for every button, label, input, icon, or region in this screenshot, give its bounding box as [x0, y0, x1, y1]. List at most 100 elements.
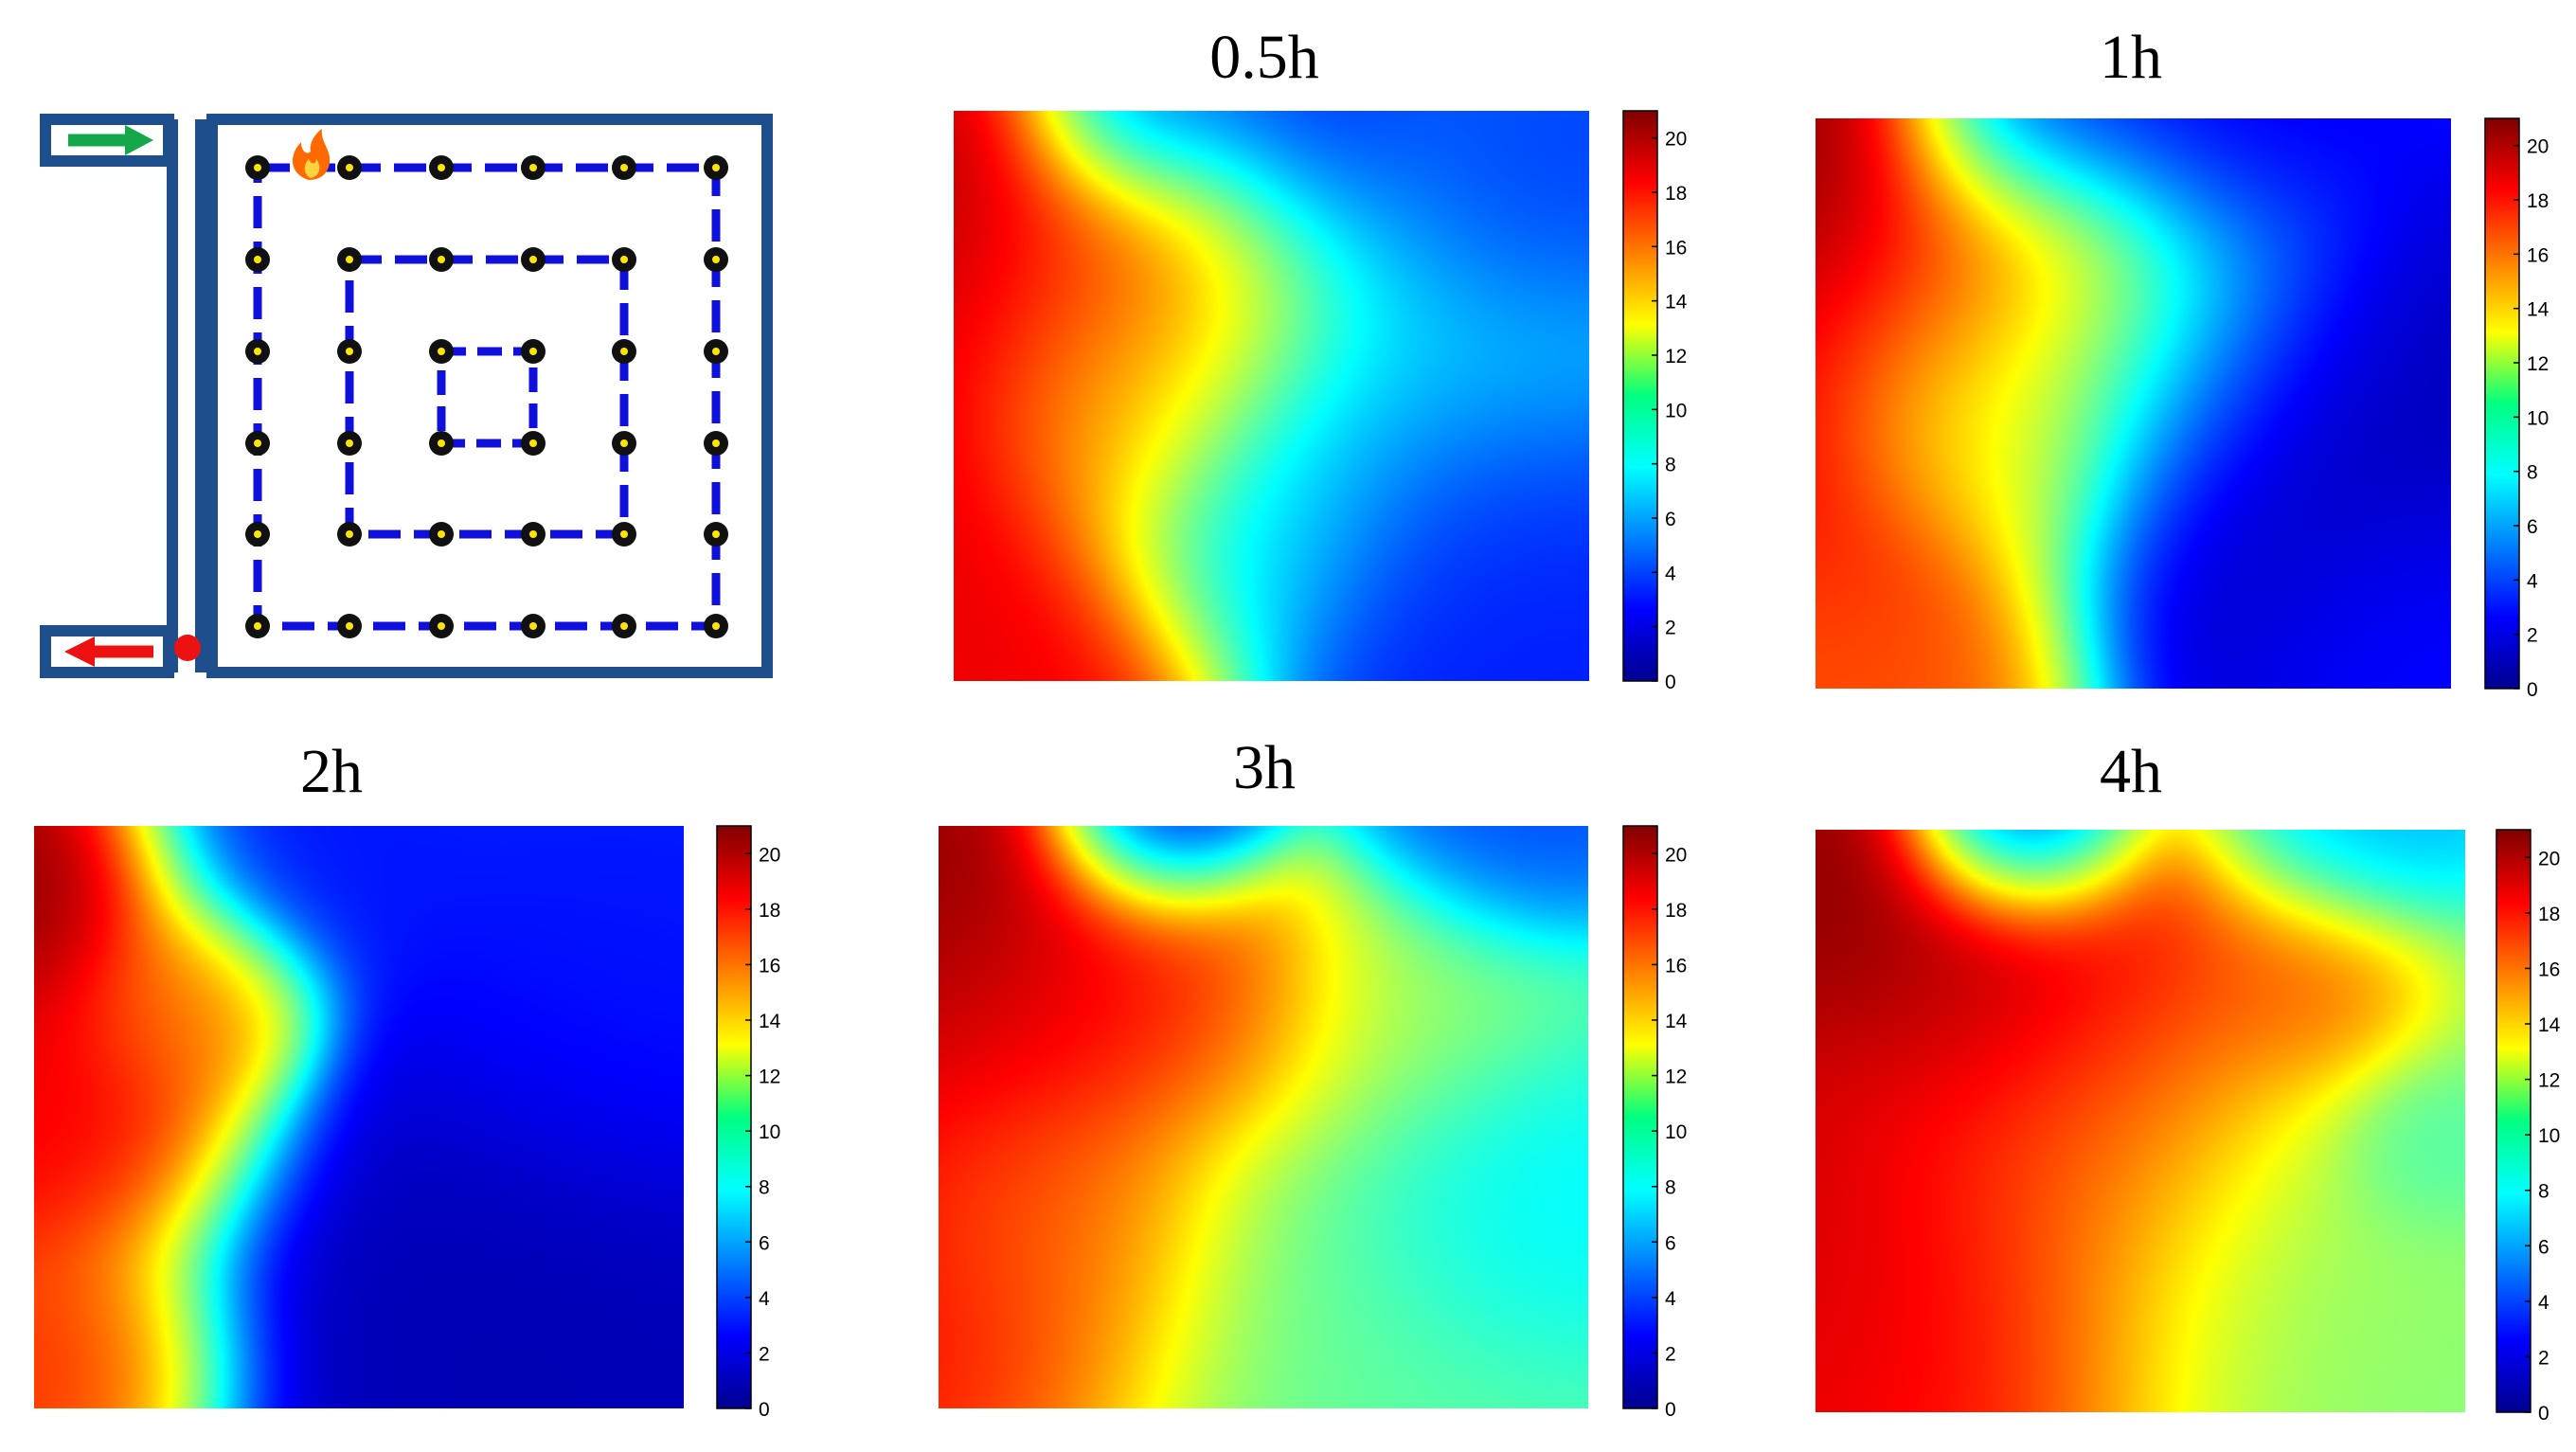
colorbar-tick-label: 4	[1665, 1288, 1676, 1310]
sensor-node	[704, 155, 728, 180]
colorbar-tick-label: 10	[759, 1121, 780, 1143]
colorbar-tick-label: 20	[2527, 136, 2549, 158]
sensor-node	[612, 339, 636, 364]
colorbar-gradient	[1622, 825, 1658, 1409]
temperature-field	[1816, 830, 2465, 1412]
colorbar-tick-label: 8	[759, 1177, 770, 1199]
temperature-field	[1816, 118, 2451, 689]
sensor-node	[337, 522, 362, 547]
sensor-node	[521, 614, 546, 638]
room-outline	[206, 114, 773, 678]
colorbar-tick-label: 8	[2538, 1181, 2549, 1203]
sensor-node	[429, 431, 454, 456]
pipe-layout-diagram	[40, 114, 773, 678]
sensor-node	[337, 339, 362, 364]
sensor-node	[245, 247, 270, 272]
colorbar-gradient	[716, 825, 752, 1409]
colorbar-tick-label: 12	[2538, 1070, 2560, 1092]
colorbar-tick-label: 0	[2538, 1403, 2549, 1425]
sensor-node	[612, 431, 636, 456]
panel-title: 4h	[2100, 737, 2162, 806]
temperature-field	[954, 111, 1589, 681]
outer-pipe-loop	[253, 163, 721, 631]
arrow-left-icon	[64, 636, 153, 667]
colorbar-tick-label: 20	[1665, 844, 1687, 866]
sensor-node	[245, 155, 270, 180]
colorbar-tick-label: 12	[759, 1067, 780, 1088]
colorbar-tick-label: 6	[2538, 1236, 2549, 1258]
inner-pipe-loop	[437, 347, 538, 448]
colorbar-tick-label: 10	[1665, 1121, 1687, 1143]
colorbar-tick-label: 2	[1665, 618, 1676, 639]
colorbar-tick-label: 18	[1665, 900, 1687, 922]
colorbar-tick-label: 8	[1665, 1177, 1676, 1199]
sensor-node	[337, 247, 362, 272]
flame-core	[304, 159, 320, 178]
sensor-node	[337, 431, 362, 456]
middle-pipe-loop	[345, 255, 629, 539]
colorbar-tick-label: 18	[1665, 183, 1687, 205]
colorbar-gradient	[1622, 110, 1658, 682]
colorbar-tick-label: 16	[1665, 955, 1687, 977]
sensor-node	[704, 431, 728, 456]
colorbar-tick-label: 2	[2538, 1347, 2549, 1369]
colorbar-tick-label: 2	[1665, 1343, 1676, 1365]
colorbar-tick-label: 0	[2527, 679, 2538, 701]
colorbar-tick-label: 14	[1665, 292, 1688, 314]
colorbar-tick-label: 8	[2527, 462, 2538, 484]
arrow-right-icon	[68, 125, 153, 155]
sensor-node-grid	[245, 155, 728, 638]
sensor-node	[245, 339, 270, 364]
sensor-node	[429, 339, 454, 364]
colorbar-tick-label: 14	[2527, 299, 2549, 321]
sensor-node	[429, 155, 454, 180]
colorbar-tick-label: 16	[1665, 237, 1687, 259]
sensor-node	[245, 522, 270, 547]
sensor-node	[521, 522, 546, 547]
colorbar-tick-label: 2	[2527, 625, 2538, 647]
temperature-field	[34, 826, 684, 1408]
colorbar-tick-label: 20	[2538, 848, 2560, 869]
colorbar-tick-label: 6	[2527, 516, 2538, 538]
colorbar-tick-label: 4	[2538, 1292, 2549, 1314]
colorbar-tick-label: 0	[759, 1399, 770, 1421]
colorbar-tick-label: 2	[759, 1343, 770, 1365]
colorbar-tick-label: 12	[2527, 353, 2549, 375]
sensor-node	[704, 522, 728, 547]
sensor-node	[429, 614, 454, 638]
temperature-heatmap-panels: 0.5h201816141210864201h20181614121086420…	[34, 23, 2561, 1425]
panel-title: 1h	[2100, 23, 2162, 92]
colorbar-tick-label: 16	[2527, 244, 2549, 266]
sensor-node	[429, 522, 454, 547]
sensor-node	[521, 431, 546, 456]
colorbar-gradient	[2496, 829, 2531, 1413]
colorbar-tick-label: 20	[1665, 129, 1687, 151]
sensor-node	[337, 614, 362, 638]
colorbar-tick-label: 6	[759, 1232, 770, 1254]
panel-title: 2h	[300, 737, 363, 806]
colorbar-tick-label: 10	[1665, 400, 1687, 421]
colorbar-tick-label: 16	[2538, 959, 2560, 980]
temperature-field	[939, 826, 1588, 1408]
sensor-node	[429, 247, 454, 272]
sensor-node	[612, 247, 636, 272]
sensor-node	[521, 339, 546, 364]
colorbar-tick-label: 10	[2527, 407, 2549, 429]
sensor-node	[245, 614, 270, 638]
sensor-node	[245, 431, 270, 456]
colorbar-tick-label: 4	[2527, 570, 2538, 592]
sensor-node	[521, 247, 546, 272]
colorbar-tick-label: 14	[2538, 1014, 2561, 1036]
sensor-node	[521, 155, 546, 180]
sensor-node	[612, 155, 636, 180]
sensor-node	[704, 614, 728, 638]
sensor-node	[612, 522, 636, 547]
colorbar-tick-label: 6	[1665, 509, 1676, 530]
colorbar-tick-label: 6	[1665, 1232, 1676, 1254]
